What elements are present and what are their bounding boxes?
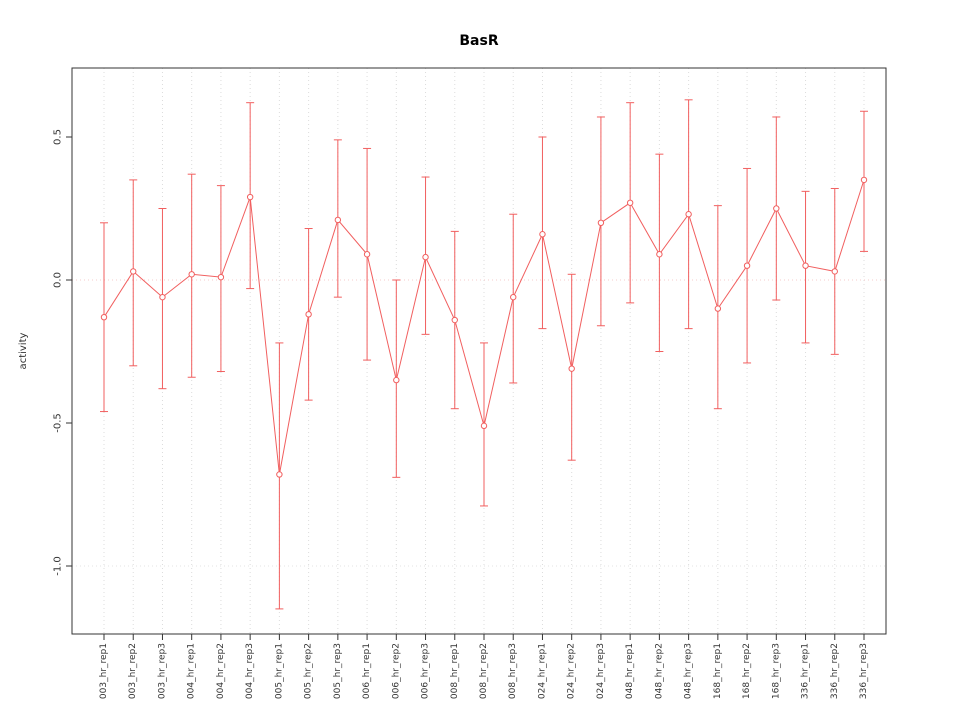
data-point xyxy=(130,268,137,275)
data-point xyxy=(568,365,575,372)
data-point xyxy=(451,316,458,324)
data-point xyxy=(656,251,663,258)
x-tick-label: 168_hr_rep2 xyxy=(742,643,752,699)
x-tick-label: 024_hr_rep1 xyxy=(537,643,547,699)
data-point xyxy=(276,471,283,478)
data-point xyxy=(539,231,546,238)
data-point xyxy=(743,262,751,269)
x-tick-label: 003_hr_rep2 xyxy=(128,643,138,699)
x-tick-label: 006_hr_rep1 xyxy=(362,643,372,699)
x-tick-label: 005_hr_rep2 xyxy=(304,643,314,699)
data-point xyxy=(393,376,400,384)
y-tick-label: -0.5 xyxy=(53,413,64,433)
x-tick-label: 005_hr_rep3 xyxy=(333,643,343,699)
x-tick-label: 005_hr_rep1 xyxy=(274,643,284,699)
data-point xyxy=(685,211,692,218)
x-tick-label: 048_hr_rep2 xyxy=(654,643,664,699)
x-tick-label: 168_hr_rep1 xyxy=(713,643,723,699)
data-point xyxy=(831,268,838,275)
y-tick-label: 0.0 xyxy=(53,272,64,288)
data-point xyxy=(305,311,312,318)
x-tick-label: 003_hr_rep1 xyxy=(99,643,109,699)
plot-border xyxy=(71,67,887,635)
x-tick-label: 004_hr_rep3 xyxy=(245,643,255,699)
y-axis-label: activity xyxy=(18,332,29,369)
x-tick-label: 006_hr_rep3 xyxy=(421,643,431,699)
data-point xyxy=(217,273,225,281)
data-point xyxy=(422,253,429,261)
data-point xyxy=(860,176,868,184)
x-tick-label: 004_hr_rep2 xyxy=(216,643,226,699)
x-tick-label: 003_hr_rep3 xyxy=(157,643,167,699)
chart-title: BasR xyxy=(459,33,498,49)
x-tick-label: 024_hr_rep2 xyxy=(567,643,577,699)
x-tick-label: 024_hr_rep3 xyxy=(596,643,606,699)
data-point xyxy=(773,205,780,212)
data-point xyxy=(363,251,371,258)
x-tick-label: 168_hr_rep3 xyxy=(771,643,781,699)
x-tick-label: 006_hr_rep2 xyxy=(391,643,401,699)
x-tick-label: 336_hr_rep3 xyxy=(859,643,869,699)
y-tick-label: -1.0 xyxy=(53,556,64,576)
data-point xyxy=(334,216,342,224)
data-point xyxy=(480,422,488,430)
x-tick-label: 008_hr_rep1 xyxy=(450,643,460,699)
data-point xyxy=(802,262,809,269)
data-point xyxy=(597,219,605,227)
data-point xyxy=(626,199,634,206)
x-tick-label: 008_hr_rep3 xyxy=(508,643,518,699)
data-point xyxy=(159,293,166,301)
x-tick-label: 004_hr_rep1 xyxy=(187,643,197,699)
x-tick-label: 008_hr_rep2 xyxy=(479,643,489,699)
data-point xyxy=(714,305,722,312)
x-tick-label: 336_hr_rep1 xyxy=(801,643,811,699)
data-point xyxy=(246,193,254,201)
data-point xyxy=(188,271,195,278)
y-tick-label: 0.5 xyxy=(53,129,64,145)
data-point xyxy=(100,313,108,321)
x-tick-label: 336_hr_rep2 xyxy=(830,643,840,699)
x-tick-label: 048_hr_rep3 xyxy=(684,643,694,699)
data-point xyxy=(510,293,517,301)
x-tick-label: 048_hr_rep1 xyxy=(625,643,635,699)
